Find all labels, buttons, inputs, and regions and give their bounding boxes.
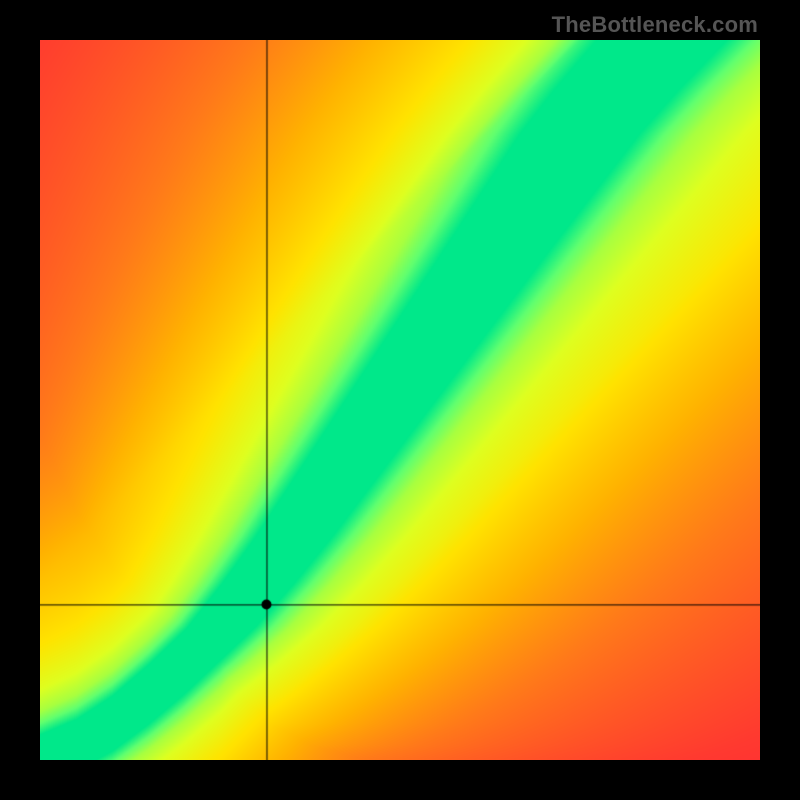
watermark-text: TheBottleneck.com: [552, 12, 758, 38]
heatmap-canvas: [40, 40, 760, 760]
heatmap-plot: [40, 40, 760, 760]
